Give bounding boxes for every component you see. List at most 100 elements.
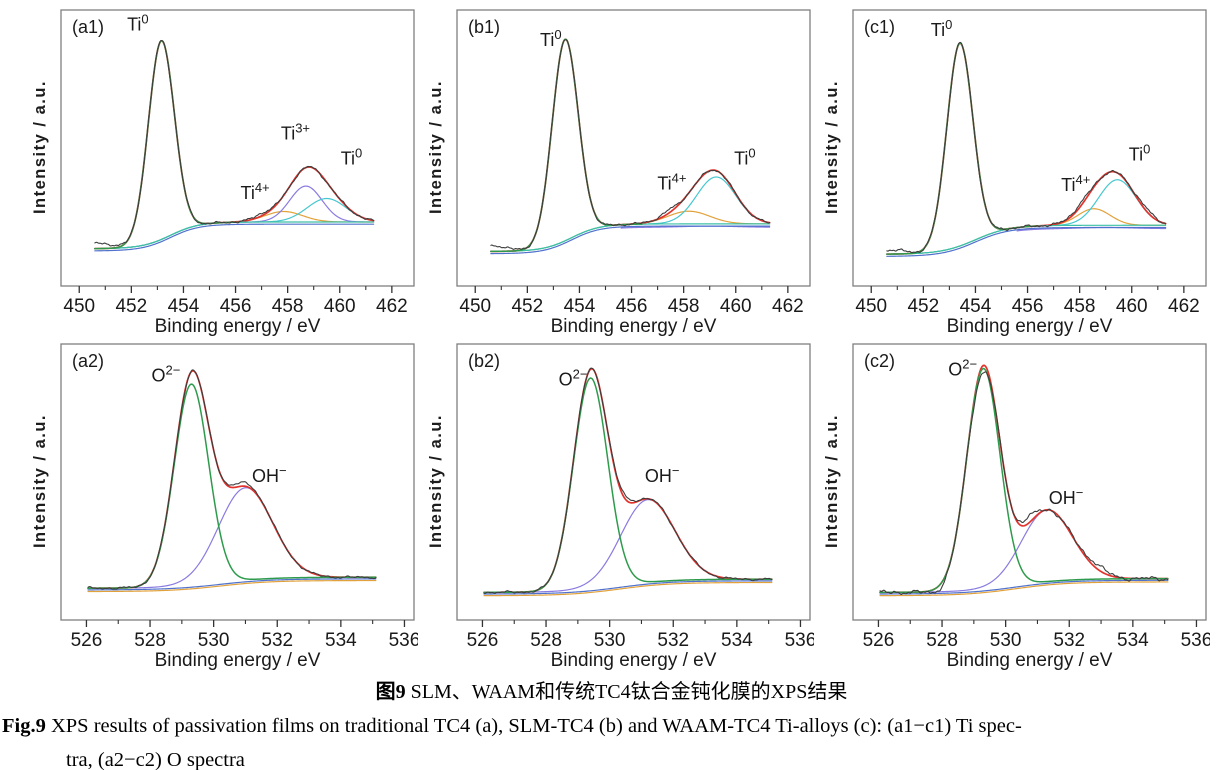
- curve-shirley-background: [94, 221, 375, 250]
- curves: [886, 41, 1167, 257]
- curve-ti0-2p1-2-component: [94, 197, 375, 250]
- x-tick-label: 454: [168, 296, 200, 317]
- y-axis-label-text: Intensity / a.u.: [822, 79, 841, 215]
- x-axis: 526 528 530 532 534 536: [863, 620, 1210, 651]
- x-tick-label: 462: [772, 296, 804, 317]
- plot-border: [456, 343, 811, 621]
- plot-border: [60, 9, 415, 287]
- curve-fit-envelope: [879, 364, 1169, 594]
- curve-raw-data: [879, 371, 1169, 596]
- peak-label-oh−: OH−: [645, 463, 680, 486]
- figure-panels: Intensity / a.u. 450 452 454 456 458 460 462 Bi…: [22, 2, 1210, 670]
- x-tick-label: 454: [564, 296, 596, 317]
- curve-o2-component: [87, 383, 377, 589]
- x-tick-label: 456: [1012, 296, 1044, 317]
- x-tick-label: 532: [657, 630, 689, 651]
- x-tick-label: 528: [926, 630, 958, 651]
- caption-zh-label: 图9: [375, 681, 406, 703]
- x-axis-title: Binding energy / eV: [551, 650, 717, 670]
- x-axis-title: Binding energy / eV: [155, 650, 321, 670]
- curve-background-2: [886, 226, 1167, 257]
- x-tick-label: 452: [511, 296, 543, 317]
- x-tick-label: 534: [721, 630, 753, 651]
- x-axis: 450 452 454 456 458 460 462: [855, 286, 1200, 317]
- x-tick-label: 460: [1116, 296, 1148, 317]
- panel-tag: (a1): [72, 17, 104, 37]
- x-axis-title: Binding energy / eV: [947, 650, 1113, 670]
- curve-fit-envelope: [483, 367, 773, 594]
- xps-plot-a1: 450 452 454 456 458 460 462 Binding energy / eV…: [60, 9, 415, 336]
- curve-ti0-2p3-2-component: [886, 42, 1039, 255]
- x-tick-label: 526: [71, 630, 103, 651]
- x-axis-title: Binding energy / eV: [551, 316, 717, 336]
- x-tick-label: 452: [115, 296, 147, 317]
- x-tick-label: 456: [220, 296, 252, 317]
- x-axis: 526 528 530 532 534 536: [71, 620, 418, 651]
- curve-shirley-background: [483, 580, 773, 595]
- x-tick-label: 530: [198, 630, 230, 651]
- curves: [87, 369, 377, 593]
- x-tick-label: 450: [63, 296, 95, 317]
- y-axis-label-b2: Intensity / a.u.: [418, 336, 452, 670]
- y-axis-label-text: Intensity / a.u.: [426, 413, 445, 549]
- y-axis-label-c2: Intensity / a.u.: [814, 336, 848, 670]
- x-tick-label: 536: [785, 630, 814, 651]
- y-axis-label-text: Intensity / a.u.: [30, 413, 49, 549]
- curve-background-2: [94, 223, 375, 252]
- caption-en-text: XPS results of passivation films on trad…: [45, 715, 1022, 737]
- peak-label-ti3+: Ti3+: [281, 121, 310, 144]
- panel-a2: Intensity / a.u. 526 528 530 532 534 536 Bindi…: [22, 336, 418, 670]
- x-tick-label: 530: [990, 630, 1022, 651]
- caption-en-line1: Fig.9 XPS results of passivation films o…: [2, 709, 1221, 743]
- curves: [483, 367, 773, 597]
- panel-c2: Intensity / a.u. 526 528 530 532 534 536 Bindi…: [814, 336, 1210, 670]
- y-axis-label-text: Intensity / a.u.: [822, 413, 841, 549]
- x-tick-label: 534: [325, 630, 357, 651]
- peak-label-ti0: Ti0: [931, 17, 953, 40]
- curve-oh-component: [87, 487, 377, 589]
- xps-plot-c1: 450 452 454 456 458 460 462 Binding energy / eV…: [852, 9, 1207, 336]
- y-axis-label-b1: Intensity / a.u.: [418, 2, 452, 336]
- curve-raw-data: [886, 41, 1167, 254]
- x-axis: 450 452 454 456 458 460 462: [63, 286, 408, 317]
- x-tick-label: 536: [1181, 630, 1210, 651]
- caption-en-label: Fig.9: [2, 715, 46, 737]
- peak-label-ti0: Ti0: [540, 27, 562, 50]
- curve-background-2: [490, 225, 771, 255]
- x-tick-label: 458: [272, 296, 304, 317]
- curve-shirley-background: [879, 579, 1169, 595]
- x-tick-label: 452: [907, 296, 939, 317]
- x-tick-label: 530: [594, 630, 626, 651]
- curve-ti4-component: [490, 210, 771, 252]
- curve-raw-data: [87, 369, 377, 590]
- curves: [879, 364, 1169, 597]
- curve-ti4-component: [886, 208, 1167, 255]
- curve-background-2: [87, 579, 377, 593]
- x-tick-label: 534: [1117, 630, 1149, 651]
- curve-raw-data: [490, 39, 771, 250]
- x-tick-label: 458: [1064, 296, 1096, 317]
- xps-plot-b1: 450 452 454 456 458 460 462 Binding energy / eV…: [456, 9, 811, 336]
- peak-label-oh−: OH−: [252, 463, 287, 486]
- panel-tag: (a2): [72, 351, 104, 371]
- y-axis-label-text: Intensity / a.u.: [30, 79, 49, 215]
- y-axis-label-a2: Intensity / a.u.: [22, 336, 56, 670]
- caption-zh-text: SLM、WAAM和传统TC4钛合金钝化膜的XPS结果: [405, 681, 848, 703]
- curve-fit-envelope: [94, 40, 375, 250]
- x-tick-label: 526: [467, 630, 499, 651]
- curve-raw-data: [483, 367, 773, 594]
- peak-label-o2−: O2−: [948, 357, 977, 380]
- plot-border: [456, 9, 811, 287]
- x-axis: 450 452 454 456 458 460 462: [459, 286, 804, 317]
- x-tick-label: 532: [1053, 630, 1085, 651]
- curve-o2-component: [483, 377, 773, 594]
- panel-a1: Intensity / a.u. 450 452 454 456 458 460 462 Bi…: [22, 2, 418, 336]
- panel-b2: Intensity / a.u. 526 528 530 532 534 536 Bindi…: [418, 336, 814, 670]
- curve-ti0-2p1-2-component: [886, 179, 1167, 255]
- peak-label-ti4+: Ti4+: [241, 180, 270, 203]
- x-tick-label: 532: [261, 630, 293, 651]
- peak-label-ti0: Ti0: [127, 12, 149, 35]
- x-axis: 526 528 530 532 534 536: [467, 620, 814, 651]
- curve-background-2: [483, 581, 773, 597]
